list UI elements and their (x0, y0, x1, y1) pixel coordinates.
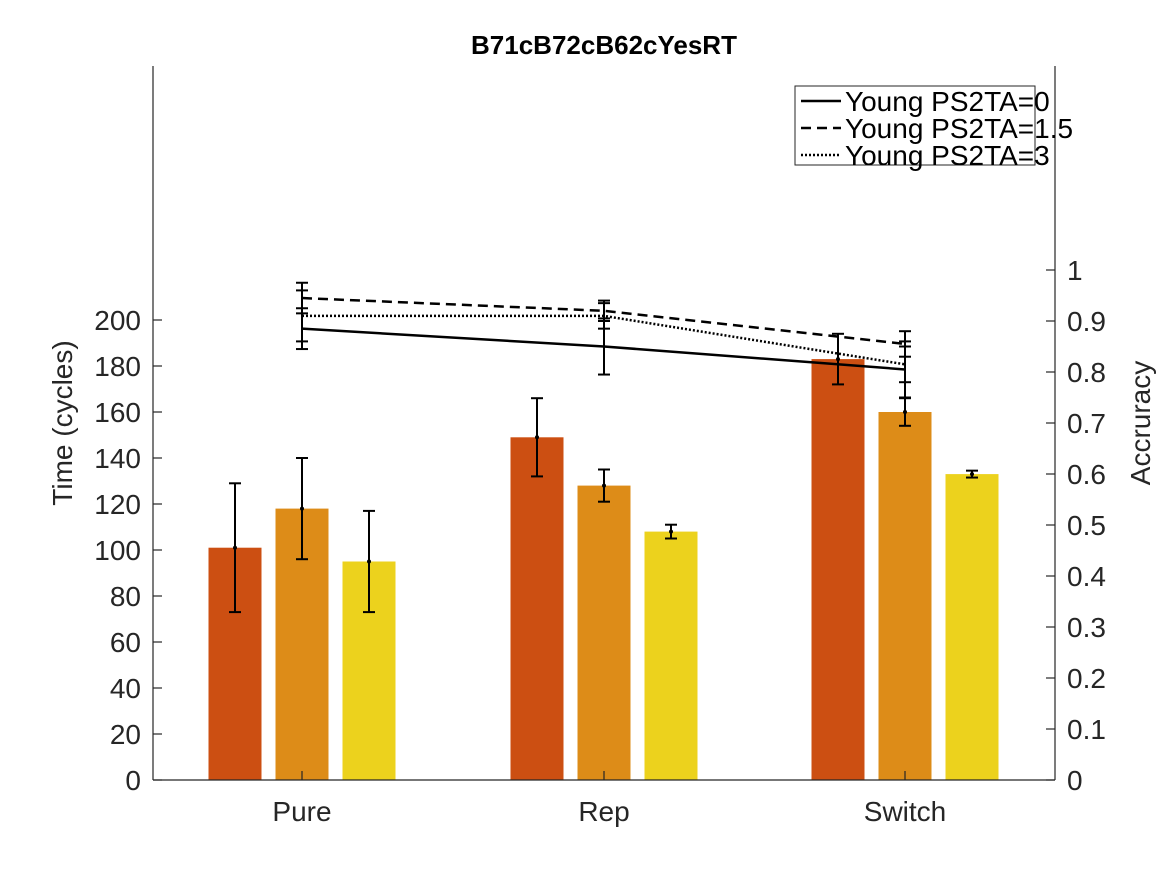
y-tick-label: 180 (94, 351, 141, 382)
y-axis-label: Time (cycles) (47, 340, 78, 505)
legend-box (794, 85, 1036, 166)
y2-tick-label: 0.1 (1067, 714, 1106, 745)
bar-rep-1 (510, 437, 564, 780)
y2-tick-label: 0.5 (1067, 510, 1106, 541)
y2-tick-label: 0.6 (1067, 459, 1106, 490)
y-tick-label: 120 (94, 489, 141, 520)
chart-title: B71cB72cB62cYesRT (471, 30, 737, 60)
y2-tick-label: 0 (1067, 765, 1083, 796)
y-tick-label: 140 (94, 443, 141, 474)
y-tick-label: 160 (94, 397, 141, 428)
y-tick-label: 40 (110, 673, 141, 704)
bar-switch-2 (878, 412, 932, 780)
y-tick-label: 60 (110, 627, 141, 658)
y-tick-label: 0 (125, 765, 141, 796)
bar-switch-3 (945, 474, 999, 780)
legend-label-1: Young PS2TA=0 (845, 86, 1050, 117)
bar-errorbar-marker (669, 529, 673, 534)
bar-errorbar-marker (300, 506, 304, 511)
y2-axis-label: Accruracy (1125, 361, 1156, 485)
bar-rep-2 (577, 485, 631, 780)
x-tick-label: Switch (864, 796, 946, 827)
y2-tick-label: 0.9 (1067, 306, 1106, 337)
bar-errorbar-marker (836, 357, 840, 362)
y-tick-label: 100 (94, 535, 141, 566)
bar-errorbar-marker (233, 545, 237, 550)
bar-errorbar-marker (535, 435, 539, 440)
y-tick-label: 200 (94, 305, 141, 336)
bar-errorbars-layer (229, 332, 978, 614)
legend-label-2: Young PS2TA=1.5 (845, 113, 1073, 144)
x-tick-label: Pure (272, 796, 331, 827)
y-tick-label: 80 (110, 581, 141, 612)
x-tick-label: Rep (578, 796, 629, 827)
y2-tick-label: 1 (1067, 255, 1083, 286)
lines-layer (296, 281, 911, 399)
bars-layer (208, 359, 999, 780)
y2-tick-label: 0.8 (1067, 357, 1106, 388)
y-tick-label: 20 (110, 719, 141, 750)
bar-switch-1 (811, 359, 865, 780)
legend-label-3: Young PS2TA=3 (845, 140, 1050, 171)
bar-rep-3 (644, 531, 698, 780)
bar-errorbar-marker (602, 483, 606, 488)
bar-errorbar-marker (903, 410, 907, 414)
bar-errorbar-marker (367, 559, 371, 564)
line-series-2 (301, 296, 906, 346)
axes-layer: 0 20 40 60 80 100 120 140 160 180 200 0 0.1 0.2 0.3 0.4… (94, 66, 1106, 827)
y2-tick-label: 0.2 (1067, 663, 1106, 694)
y2-tick-label: 0.7 (1067, 408, 1106, 439)
bar-errorbar-marker (970, 472, 974, 477)
y2-tick-label: 0.4 (1067, 561, 1106, 592)
y2-tick-label: 0.3 (1067, 612, 1106, 643)
